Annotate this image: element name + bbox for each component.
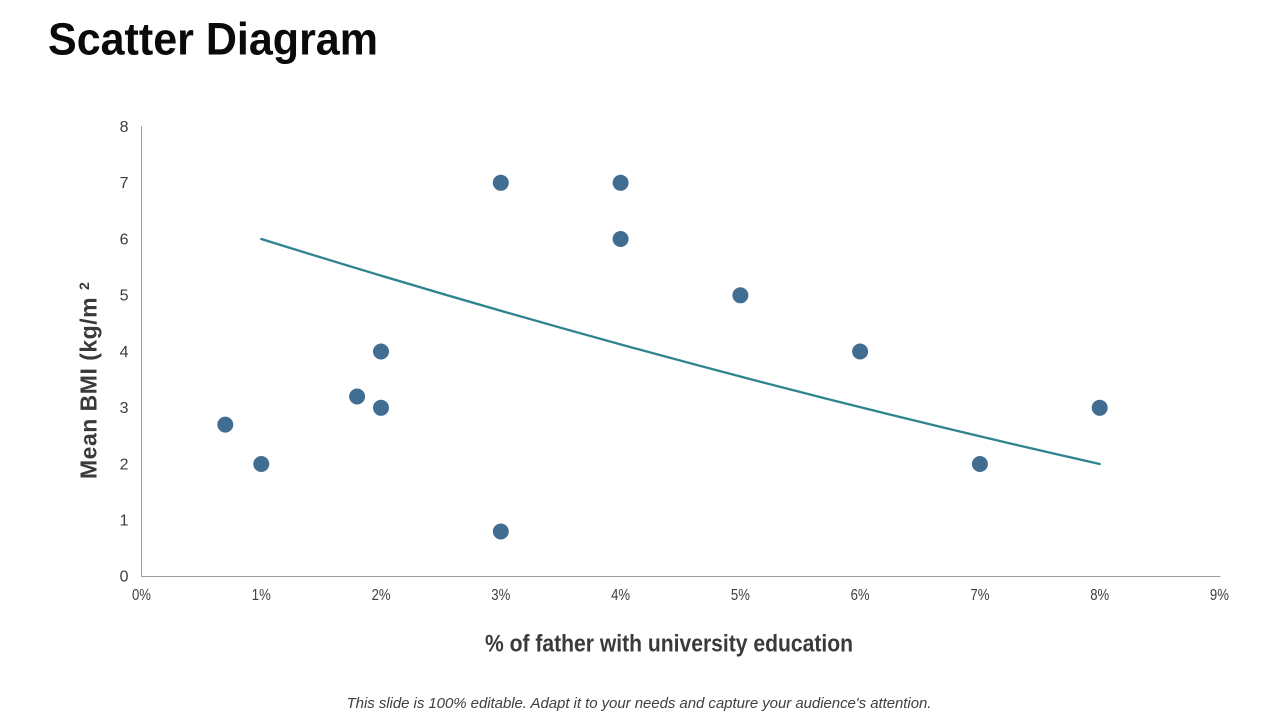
svg-text:Scatter Diagram: Scatter Diagram: [48, 14, 378, 65]
svg-text:1: 1: [120, 513, 129, 530]
svg-text:This slide is 100% editable.: This slide is 100% editable. Adapt it to…: [347, 695, 932, 712]
svg-text:2%: 2%: [372, 587, 391, 604]
svg-text:3%: 3%: [491, 587, 510, 604]
svg-text:8%: 8%: [1090, 587, 1109, 604]
svg-text:1%: 1%: [252, 587, 271, 604]
svg-text:5%: 5%: [731, 587, 750, 604]
svg-text:4%: 4%: [611, 587, 630, 604]
svg-text:2: 2: [120, 456, 129, 473]
svg-text:3: 3: [120, 400, 129, 417]
svg-text:0: 0: [120, 569, 129, 586]
svg-text:4: 4: [120, 344, 129, 361]
svg-text:Mean BMI (kg/m 2: Mean BMI (kg/m 2: [76, 282, 102, 479]
svg-text:7%: 7%: [970, 587, 989, 604]
svg-text:6%: 6%: [851, 587, 870, 604]
svg-text:5: 5: [120, 288, 129, 305]
svg-text:8: 8: [120, 119, 129, 136]
svg-text:0%: 0%: [132, 587, 151, 604]
svg-text:6: 6: [120, 231, 129, 248]
svg-text:% of father with university ed: % of father with university education: [485, 631, 853, 658]
svg-text:9%: 9%: [1210, 587, 1229, 604]
svg-text:7: 7: [120, 175, 129, 192]
